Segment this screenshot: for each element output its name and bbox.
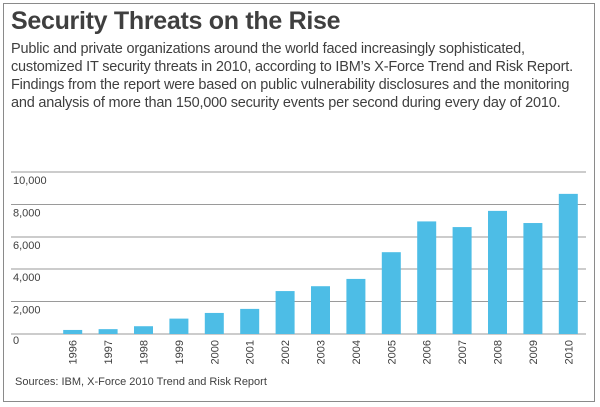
x-tick-label: 2001 xyxy=(245,340,257,364)
y-tick-label: 6,000 xyxy=(13,240,41,252)
x-tick-label: 1999 xyxy=(174,340,186,364)
y-tick-label: 8,000 xyxy=(13,207,41,219)
bar-2005 xyxy=(381,252,401,334)
bars xyxy=(63,193,578,334)
bar-2003 xyxy=(311,286,330,334)
y-tick-label: 4,000 xyxy=(13,272,41,284)
x-tick-label: 2007 xyxy=(457,340,469,364)
x-tick-label: 2004 xyxy=(351,340,363,364)
x-tick-label: 2008 xyxy=(493,340,505,364)
chart-description: Public and private organizations around … xyxy=(11,41,573,111)
chart-frame xyxy=(3,3,595,402)
bar-2001 xyxy=(240,308,260,334)
bar-1999 xyxy=(169,318,189,334)
x-tick-label: 2010 xyxy=(563,340,575,364)
bar-1998 xyxy=(134,326,153,334)
y-tick-label: 0 xyxy=(13,335,19,347)
x-tick-label: 1996 xyxy=(68,340,80,364)
bar-2002 xyxy=(275,291,295,334)
y-axis-tick-labels: 0 2,000 4,000 6,000 8,000 10,000 xyxy=(13,175,47,347)
x-tick-label: 2002 xyxy=(280,340,292,364)
bar-2010 xyxy=(558,193,578,334)
x-tick-label: 1997 xyxy=(103,340,115,364)
source-note: Sources: IBM, X-Force 2010 Trend and Ris… xyxy=(15,376,267,388)
x-tick-label: 2006 xyxy=(422,340,434,364)
chart-title: Security Threats on the Rise xyxy=(11,7,341,35)
bar-2008 xyxy=(488,210,507,334)
x-tick-label: 2009 xyxy=(528,340,540,364)
x-tick-label: 1998 xyxy=(139,340,151,364)
x-axis-tick-labels: 1996 1997 1998 1999 2000 2001 2002 2003 2004 2005… xyxy=(68,340,576,364)
y-tick-label: 10,000 xyxy=(13,175,47,187)
x-tick-label: 2003 xyxy=(316,340,328,364)
bar-2000 xyxy=(204,312,224,334)
bar-2007 xyxy=(452,227,472,334)
x-tick-label: 2000 xyxy=(209,340,221,364)
bar-1997 xyxy=(98,329,118,334)
bar-2006 xyxy=(417,221,437,334)
bar-2009 xyxy=(523,223,543,334)
y-tick-label: 2,000 xyxy=(13,305,41,317)
bar-1996 xyxy=(63,329,83,334)
x-tick-label: 2005 xyxy=(386,340,398,364)
bar-2004 xyxy=(346,278,366,334)
